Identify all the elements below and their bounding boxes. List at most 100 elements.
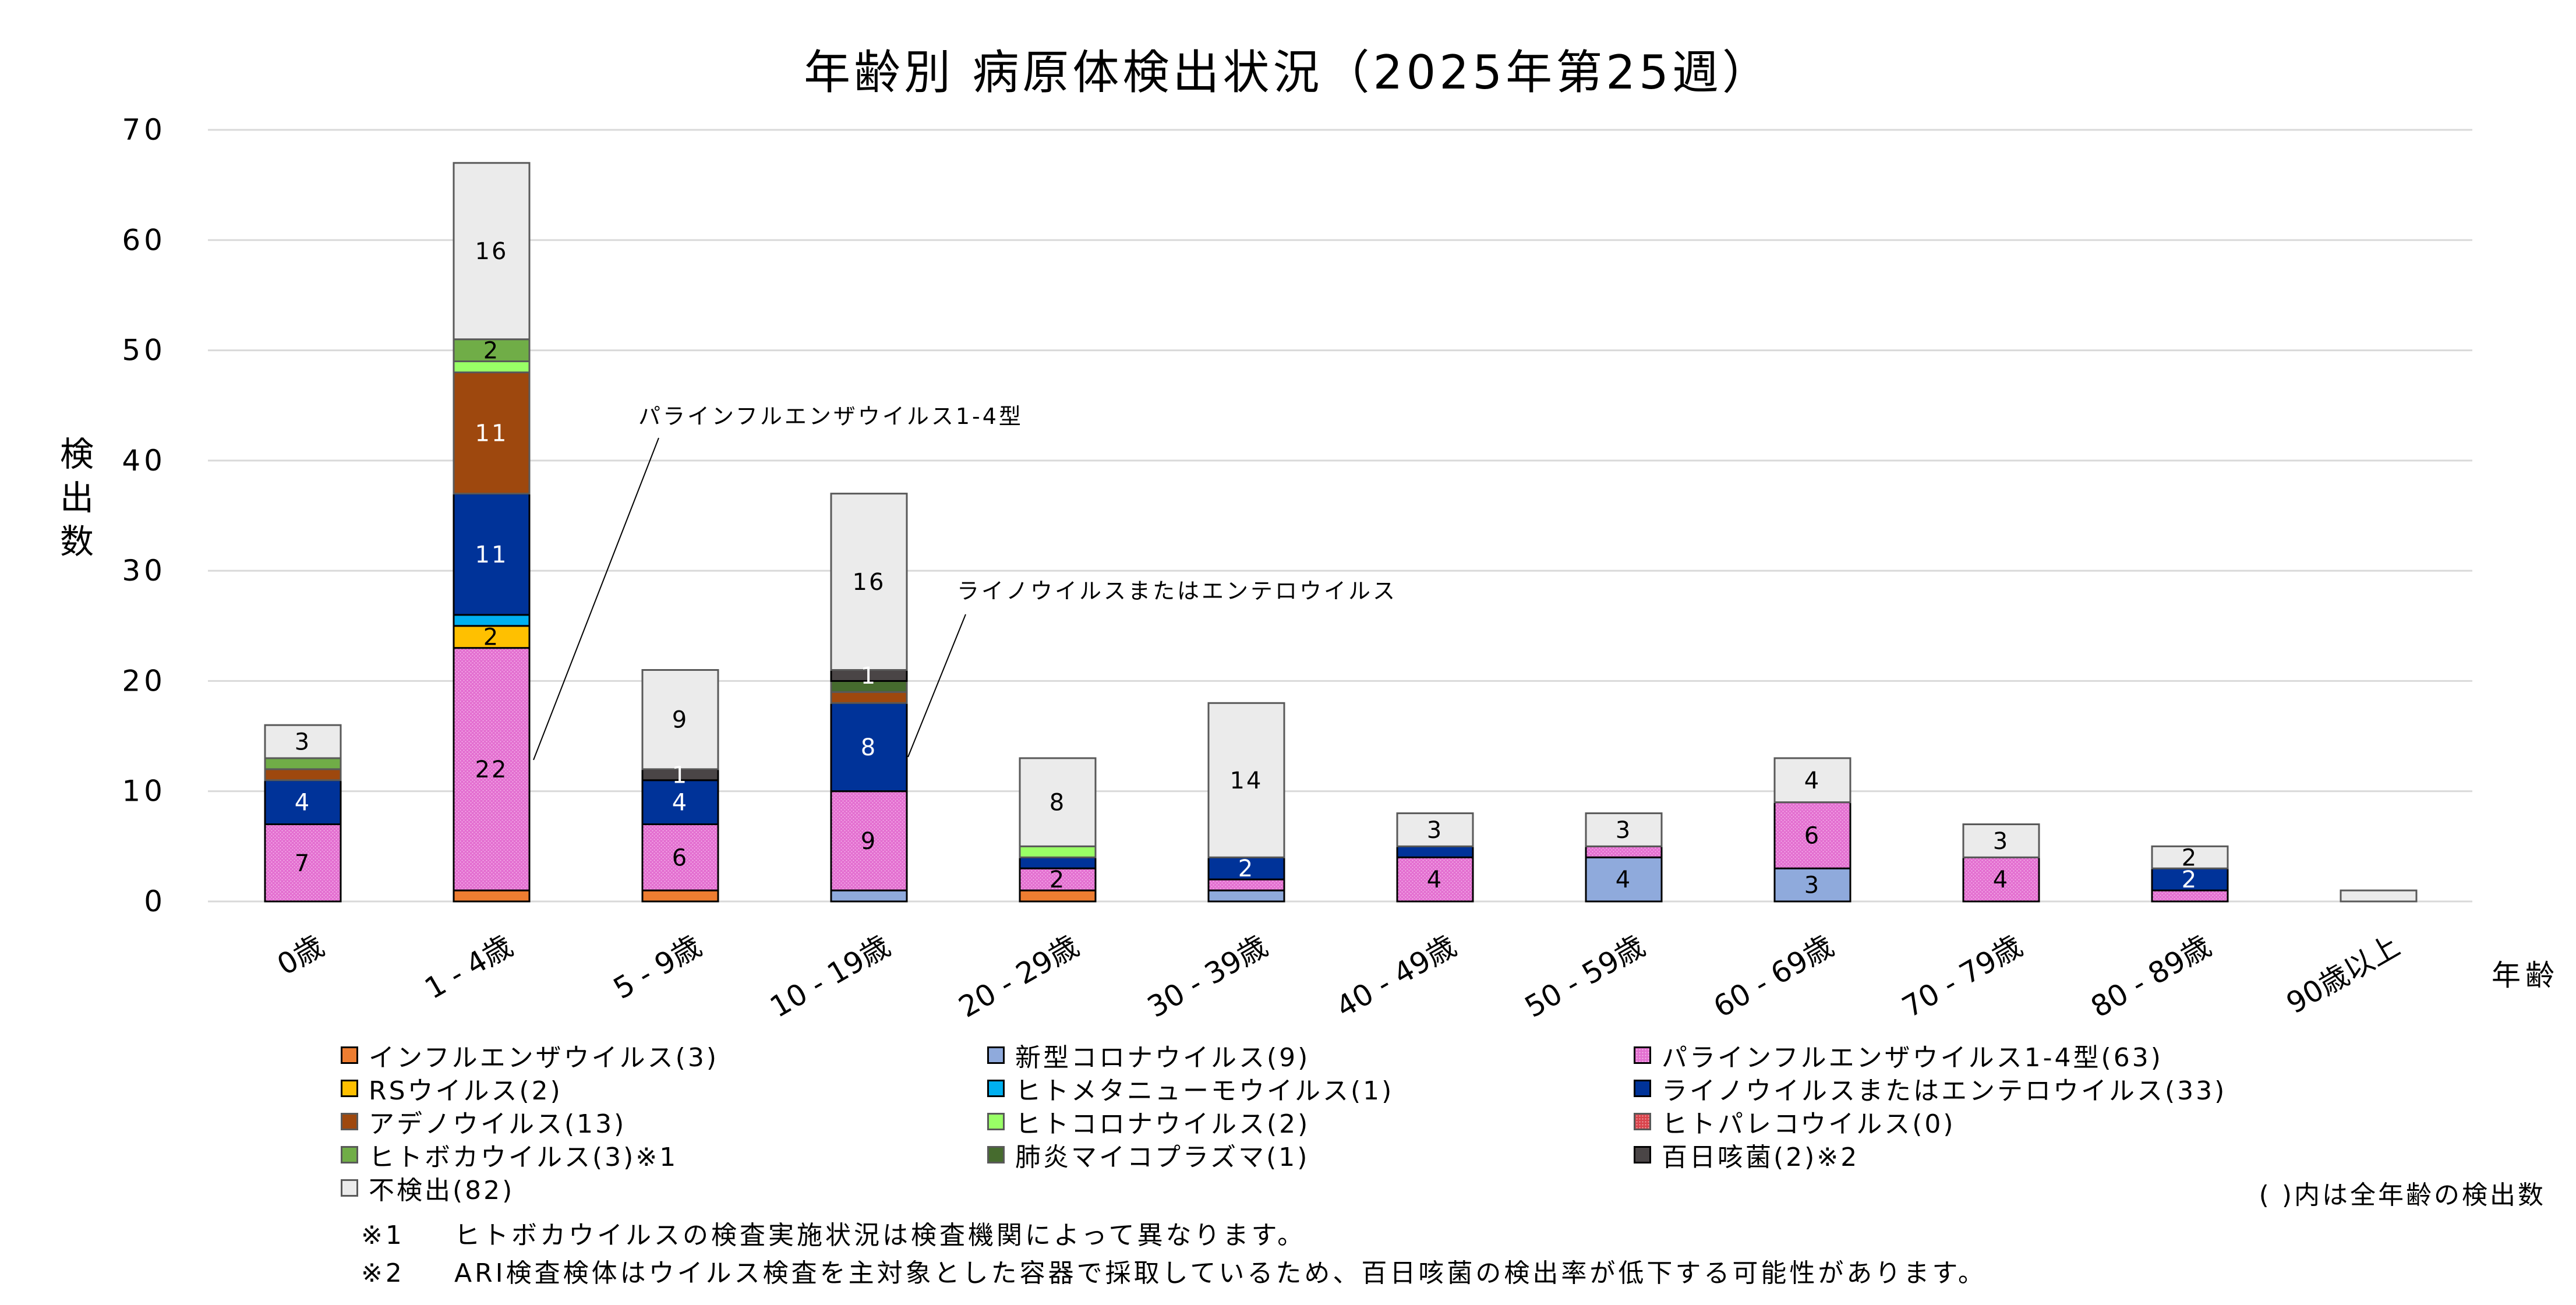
x-tick-label: 5 - 9歳	[607, 929, 707, 1006]
bar-segment	[830, 889, 908, 903]
bar-segment	[641, 889, 719, 903]
legend-label: 新型コロナウイルス(9)	[1015, 1043, 1310, 1073]
legend-swatch	[341, 1080, 358, 1097]
legend-item: 肺炎マイコプラズマ(1)	[987, 1136, 1309, 1173]
data-label: 2	[1238, 855, 1255, 882]
y-tick-label: 70	[122, 113, 166, 147]
legend-label: アデノウイルス(13)	[369, 1109, 627, 1139]
legend-item: 百日咳菌(2)※2	[1634, 1136, 1859, 1173]
legend-swatch	[987, 1113, 1005, 1130]
data-label: 1	[672, 762, 688, 788]
data-label: 2	[483, 338, 500, 365]
bar-segment	[1207, 702, 1285, 858]
legend-swatch	[987, 1146, 1005, 1163]
bar-segment	[1585, 845, 1663, 858]
legend-swatch	[1634, 1146, 1651, 1163]
bar-segment	[1396, 845, 1474, 858]
legend-item: ライノウイルスまたはエンテロウイルス(33)	[1634, 1070, 2227, 1107]
legend-item: ヒトコロナウイルス(2)	[987, 1103, 1310, 1140]
y-tick-label: 60	[122, 223, 166, 257]
legend-label: ヒトメタニューモウイルス(1)	[1015, 1076, 1394, 1106]
bar-segment	[2340, 889, 2418, 903]
legend-item: 新型コロナウイルス(9)	[987, 1037, 1310, 1074]
legend-swatch	[341, 1113, 358, 1130]
bar-segment	[1962, 856, 2040, 903]
data-label: 9	[861, 828, 877, 855]
data-label: 7	[295, 850, 311, 877]
bar-segment	[453, 889, 531, 903]
legend-swatch	[987, 1046, 1005, 1064]
bar-segment	[453, 162, 531, 341]
data-label: 6	[1804, 822, 1821, 849]
bar-segment	[453, 493, 531, 616]
footnote-text: ヒトボカウイルスの検査実施状況は検査機関によって異なります。	[454, 1221, 1306, 1250]
y-tick-label: 0	[144, 885, 166, 918]
x-tick-label: 0歳	[271, 929, 330, 982]
legend-item: パラインフルエンザウイルス1-4型(63)	[1634, 1037, 2163, 1074]
data-label: 3	[1616, 817, 1632, 844]
legend-label: ライノウイルスまたはエンテロウイルス(33)	[1662, 1076, 2227, 1106]
bar-segment	[264, 768, 342, 781]
y-axis-label: 検出数	[60, 434, 94, 561]
data-label: 16	[475, 238, 508, 265]
x-tick-label: 70 - 79歳	[1896, 929, 2028, 1024]
data-label: 16	[853, 569, 886, 596]
y-axis-ticks: 0 10 20 30 40 50 60 70	[122, 113, 166, 918]
data-label: 8	[861, 734, 877, 761]
y-tick-label: 50	[122, 334, 166, 367]
x-axis-ticks: 0歳 1 - 4歳 5 - 9歳 10 - 19歳 20 - 29歳 30 - 39歳 40…	[271, 929, 2405, 1024]
legend-swatch	[987, 1080, 1005, 1097]
legend-label: 百日咳菌(2)※2	[1662, 1143, 1860, 1172]
legend-label: ヒトボカウイルス(3)※1	[369, 1143, 679, 1172]
legend-swatch	[1634, 1080, 1651, 1097]
bar-segment	[641, 823, 719, 892]
x-tick-label: 80 - 89歳	[2085, 929, 2217, 1024]
y-tick-label: 40	[122, 444, 166, 478]
data-label: 14	[1230, 768, 1263, 794]
legend-swatch	[341, 1179, 358, 1197]
data-label: 2	[483, 624, 500, 651]
legend-swatch	[341, 1146, 358, 1163]
footnote-mark: ※2	[361, 1258, 405, 1288]
x-tick-label: 60 - 69歳	[1708, 929, 1839, 1024]
callout-leader-line	[907, 614, 966, 758]
bar-segment	[264, 823, 342, 903]
bar-segment	[1585, 856, 1663, 903]
legend-label: パラインフルエンザウイルス1-4型(63)	[1662, 1043, 2163, 1073]
bar-segment	[1207, 889, 1285, 903]
bar-segment	[1019, 845, 1097, 858]
data-label: 2	[2182, 844, 2198, 871]
legend-label: 不検出(82)	[369, 1176, 515, 1205]
footnote-1: ※1 ヒトボカウイルスの検査実施状況は検査機関によって異なります。	[361, 1214, 1306, 1251]
bar-segment	[2151, 845, 2229, 869]
bar-segment	[453, 371, 531, 495]
legend-item: RSウイルス(2)	[341, 1070, 563, 1107]
bar-segment	[1962, 823, 2040, 858]
bar-segment	[641, 779, 719, 826]
x-axis-label: 年齢	[2492, 959, 2559, 992]
data-label: 4	[1804, 768, 1821, 794]
legend-swatch	[1634, 1046, 1651, 1064]
data-label: 3	[1427, 817, 1443, 844]
x-tick-label: 20 - 29歳	[953, 929, 1084, 1024]
legend-item: ヒトボカウイルス(3)※1	[341, 1136, 678, 1173]
bar-segment	[1019, 757, 1097, 847]
data-label: 1	[861, 663, 877, 689]
footnote-text: ARI検査検体はウイルス検査を主対象とした容器で採取しているため、百日咳菌の検出…	[454, 1258, 1987, 1288]
legend-item: アデノウイルス(13)	[341, 1103, 626, 1140]
data-label: 11	[475, 542, 508, 568]
bar-segment	[830, 691, 908, 704]
legend-label: RSウイルス(2)	[369, 1076, 563, 1106]
data-label: 4	[1616, 867, 1632, 893]
bar-segment	[830, 493, 908, 671]
gridlines	[208, 129, 2472, 903]
data-label: 22	[475, 756, 508, 783]
legend-item: ヒトメタニューモウイルス(1)	[987, 1070, 1394, 1107]
bars	[264, 162, 2418, 903]
legend-note: ( )内は全年齢の検出数	[2259, 1180, 2546, 1210]
bar-segment	[264, 757, 342, 770]
legend-label: ヒトパレコウイルス(0)	[1662, 1109, 1956, 1139]
data-label: 4	[295, 790, 311, 816]
x-tick-label: 90歳以上	[2281, 929, 2405, 1020]
